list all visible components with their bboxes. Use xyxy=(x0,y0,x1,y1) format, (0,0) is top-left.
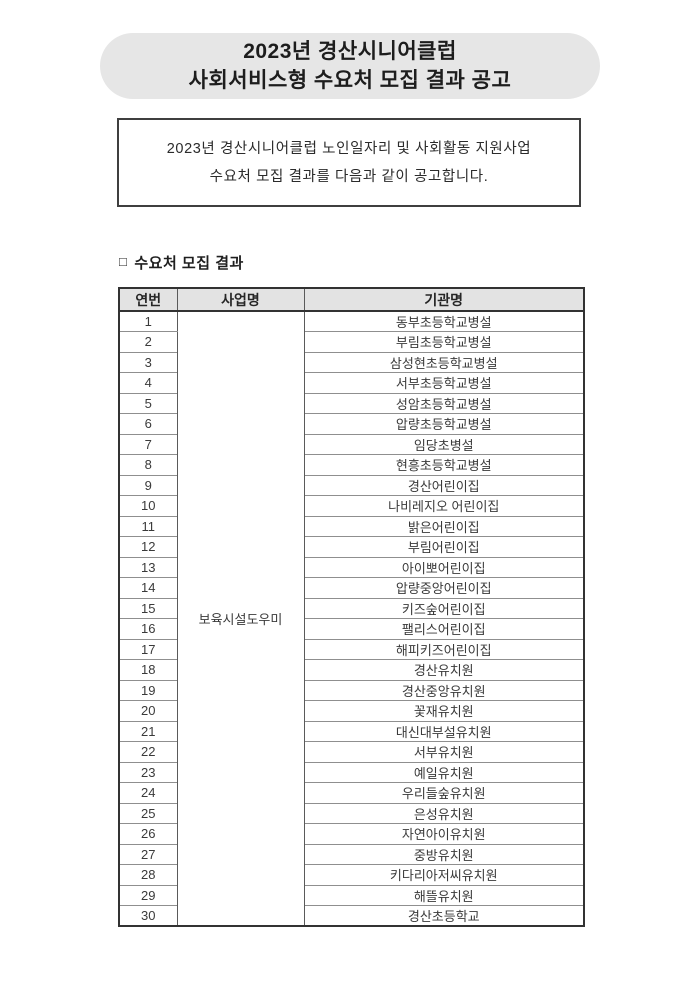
row-number-cell: 16 xyxy=(118,618,178,640)
organization-name-cell: 서부유치원 xyxy=(303,741,585,763)
column-header-number: 연번 xyxy=(118,287,178,312)
row-number-cell: 11 xyxy=(118,515,178,537)
table-row: 6 압량초등학교병설 xyxy=(118,413,585,435)
organization-name-cell: 예일유치원 xyxy=(303,761,585,783)
row-number-cell: 30 xyxy=(118,905,178,927)
table-row: 22 서부유치원 xyxy=(118,741,585,763)
program-name-cell: 보육시설도우미 xyxy=(176,310,305,927)
organization-name-cell: 동부초등학교병설 xyxy=(303,310,585,332)
table-row: 15 키즈숲어린이집 xyxy=(118,597,585,619)
table-row: 24 우리들숲유치원 xyxy=(118,782,585,804)
table-row: 10 나비레지오 어린이집 xyxy=(118,495,585,517)
organization-name-cell: 나비레지오 어린이집 xyxy=(303,495,585,517)
row-number-cell: 7 xyxy=(118,433,178,455)
organization-name-cell: 삼성현초등학교병설 xyxy=(303,351,585,373)
table-row: 21 대신대부설유치원 xyxy=(118,720,585,742)
row-number-cell: 22 xyxy=(118,741,178,763)
table-row: 16 팰리스어린이집 xyxy=(118,618,585,640)
table-body: 1 보육시설도우미 동부초등학교병설 2 부림초등학교병설 3 삼성현초등학교병설 4 서부초등… xyxy=(118,310,585,927)
organization-name-cell: 부림초등학교병설 xyxy=(303,331,585,353)
row-number-cell: 13 xyxy=(118,556,178,578)
row-number-cell: 8 xyxy=(118,454,178,476)
row-number-cell: 12 xyxy=(118,536,178,558)
organization-name-cell: 서부초등학교병설 xyxy=(303,372,585,394)
row-number-cell: 19 xyxy=(118,679,178,701)
title-line-2: 사회서비스형 수요처 모집 결과 공고 xyxy=(188,69,512,92)
row-number-cell: 9 xyxy=(118,474,178,496)
notice-line-1: 2023년 경산시니어클럽 노인일자리 및 사회활동 지원사업 xyxy=(166,140,532,157)
column-header-program: 사업명 xyxy=(176,287,305,312)
row-number-cell: 26 xyxy=(118,823,178,845)
organization-name-cell: 아이뽀어린이집 xyxy=(303,556,585,578)
table-row: 11 밝은어린이집 xyxy=(118,515,585,537)
row-number-cell: 27 xyxy=(118,843,178,865)
organization-name-cell: 자연아이유치원 xyxy=(303,823,585,845)
row-number-cell: 23 xyxy=(118,761,178,783)
document-title-banner: 2023년 경산시니어클럽 사회서비스형 수요처 모집 결과 공고 xyxy=(100,33,600,99)
organization-name-cell: 해뜰유치원 xyxy=(303,884,585,906)
organization-name-cell: 키다리아저씨유치원 xyxy=(303,864,585,886)
table-header-row: 연번 사업명 기관명 xyxy=(118,287,585,312)
column-header-organization: 기관명 xyxy=(303,287,585,312)
row-number-cell: 20 xyxy=(118,700,178,722)
row-number-cell: 14 xyxy=(118,577,178,599)
notice-box: 2023년 경산시니어클럽 노인일자리 및 사회활동 지원사업 수요처 모집 결… xyxy=(117,118,581,207)
row-number-cell: 28 xyxy=(118,864,178,886)
organization-name-cell: 꽃재유치원 xyxy=(303,700,585,722)
table-row: 19 경산중앙유치원 xyxy=(118,679,585,701)
organization-name-cell: 경산유치원 xyxy=(303,659,585,681)
organization-name-cell: 경산초등학교 xyxy=(303,905,585,927)
organization-name-cell: 밝은어린이집 xyxy=(303,515,585,537)
table-row: 18 경산유치원 xyxy=(118,659,585,681)
organization-name-cell: 키즈숲어린이집 xyxy=(303,597,585,619)
organization-name-cell: 은성유치원 xyxy=(303,802,585,824)
organization-name-cell: 팰리스어린이집 xyxy=(303,618,585,640)
section-title: 수요처 모집 결과 xyxy=(134,255,244,272)
table-row: 17 해피키즈어린이집 xyxy=(118,638,585,660)
row-number-cell: 10 xyxy=(118,495,178,517)
table-row: 14 압량중앙어린이집 xyxy=(118,577,585,599)
table-row: 1 보육시설도우미 동부초등학교병설 xyxy=(118,310,585,927)
notice-line-2: 수요처 모집 결과를 다음과 같이 공고합니다. xyxy=(209,168,489,185)
organization-name-cell: 경산어린이집 xyxy=(303,474,585,496)
table-row: 26 자연아이유치원 xyxy=(118,823,585,845)
row-number-cell: 18 xyxy=(118,659,178,681)
row-number-cell: 21 xyxy=(118,720,178,742)
row-number-cell: 17 xyxy=(118,638,178,660)
organization-name-cell: 임당초병설 xyxy=(303,433,585,455)
organization-name-cell: 압량중앙어린이집 xyxy=(303,577,585,599)
row-number-cell: 6 xyxy=(118,413,178,435)
row-number-cell: 5 xyxy=(118,392,178,414)
row-number-cell: 2 xyxy=(118,331,178,353)
table-row: 30 경산초등학교 xyxy=(118,905,585,927)
organization-name-cell: 성암초등학교병설 xyxy=(303,392,585,414)
organization-name-cell: 대신대부설유치원 xyxy=(303,720,585,742)
checkbox-bullet-icon: □ xyxy=(119,254,128,269)
section-header: □ 수요처 모집 결과 xyxy=(119,252,244,273)
row-number-cell: 1 xyxy=(118,310,178,332)
organization-name-cell: 해피키즈어린이집 xyxy=(303,638,585,660)
row-number-cell: 24 xyxy=(118,782,178,804)
result-table: 연번 사업명 기관명 1 보육시설도우미 동부초등학교병설 2 부림초등학교병설 3 삼성현… xyxy=(118,287,585,927)
table-row: 5 성암초등학교병설 xyxy=(118,392,585,414)
row-number-cell: 4 xyxy=(118,372,178,394)
organization-name-cell: 압량초등학교병설 xyxy=(303,413,585,435)
row-number-cell: 15 xyxy=(118,597,178,619)
row-number-cell: 3 xyxy=(118,351,178,373)
organization-name-cell: 경산중앙유치원 xyxy=(303,679,585,701)
title-line-1: 2023년 경산시니어클럽 xyxy=(243,40,457,63)
organization-name-cell: 중방유치원 xyxy=(303,843,585,865)
organization-name-cell: 현흥초등학교병설 xyxy=(303,454,585,476)
row-number-cell: 29 xyxy=(118,884,178,906)
table-row: 20 꽃재유치원 xyxy=(118,700,585,722)
table-row: 3 삼성현초등학교병설 xyxy=(118,351,585,373)
organization-name-cell: 부림어린이집 xyxy=(303,536,585,558)
row-number-cell: 25 xyxy=(118,802,178,824)
organization-name-cell: 우리들숲유치원 xyxy=(303,782,585,804)
